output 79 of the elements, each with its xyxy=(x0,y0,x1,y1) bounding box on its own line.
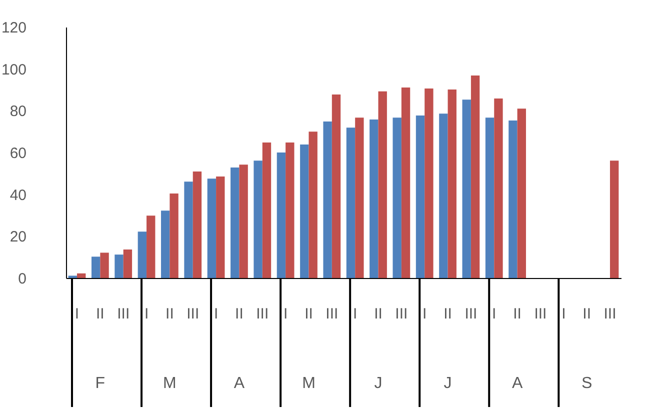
bar xyxy=(239,164,248,278)
y-tick-label: 100 xyxy=(1,61,26,78)
bar xyxy=(308,132,318,278)
bar xyxy=(494,98,503,278)
text: S xyxy=(581,375,592,392)
bar xyxy=(517,108,526,278)
bar xyxy=(276,152,286,278)
text: J xyxy=(444,375,452,392)
bar xyxy=(262,142,272,278)
x-tick-label: II xyxy=(444,306,452,322)
bar xyxy=(77,273,86,278)
x-tick-label: II xyxy=(513,306,522,322)
x-tick-label: III xyxy=(534,306,547,322)
y-tick-label: 120 xyxy=(1,20,26,36)
bar xyxy=(207,178,216,278)
x-tick-label: III xyxy=(395,306,408,322)
bar xyxy=(184,182,193,278)
bar xyxy=(448,90,456,278)
text: A xyxy=(512,375,523,392)
bar xyxy=(378,91,387,278)
bar xyxy=(254,160,262,278)
x-tick-label: III xyxy=(256,306,269,322)
x-tick-label: I xyxy=(74,306,80,322)
bar xyxy=(424,88,434,278)
y-tick-label: 0 xyxy=(18,270,26,288)
x-tick-label: III xyxy=(117,306,130,322)
x-tick-label: III xyxy=(604,306,616,322)
bar xyxy=(439,114,448,278)
text: M xyxy=(302,375,316,392)
y-tick-label: 20 xyxy=(10,228,26,246)
bar xyxy=(392,118,402,278)
x-tick-label: III xyxy=(464,306,478,322)
bar xyxy=(170,193,178,278)
x-tick-label: II xyxy=(96,306,104,322)
bar xyxy=(91,256,100,278)
x-tick-label: III xyxy=(186,306,200,322)
bar xyxy=(146,216,156,278)
x-tick-label: I xyxy=(353,306,358,322)
text: F xyxy=(95,375,106,392)
bar xyxy=(462,100,471,278)
x-tick-label: I xyxy=(422,306,427,322)
bar xyxy=(416,115,425,278)
bar xyxy=(610,160,619,278)
bar xyxy=(100,252,109,278)
bar xyxy=(485,118,494,278)
bar xyxy=(300,144,309,278)
bar xyxy=(216,176,225,278)
bar xyxy=(346,128,356,278)
bar xyxy=(286,142,294,278)
x-tick-label: II xyxy=(304,306,313,322)
bar xyxy=(355,118,364,278)
x-tick-label: II xyxy=(235,306,244,322)
bar xyxy=(401,87,410,278)
x-tick-label: II xyxy=(374,306,382,322)
bar xyxy=(161,210,170,278)
x-tick-label: III xyxy=(326,306,338,322)
text: J xyxy=(374,375,382,392)
text: M xyxy=(163,375,176,392)
y-tick-label: 80 xyxy=(10,103,26,120)
bar xyxy=(230,168,240,278)
text: A xyxy=(234,375,245,392)
bar xyxy=(470,76,480,278)
bar xyxy=(138,232,147,278)
x-tick-label: I xyxy=(214,306,218,322)
x-tick-label: I xyxy=(144,306,149,322)
bar xyxy=(332,94,341,278)
bar xyxy=(114,254,124,278)
y-tick-label: 40 xyxy=(10,186,26,204)
bar xyxy=(508,120,518,278)
y-tick-label: 60 xyxy=(10,145,26,162)
x-tick-label: I xyxy=(562,306,566,322)
bar xyxy=(370,119,378,278)
bar xyxy=(192,172,202,278)
bar xyxy=(323,122,332,278)
x-tick-label: I xyxy=(283,306,288,322)
x-tick-label: I xyxy=(492,306,496,322)
x-tick-label: II xyxy=(166,306,174,322)
x-tick-label: II xyxy=(582,306,591,322)
bar xyxy=(123,250,132,278)
